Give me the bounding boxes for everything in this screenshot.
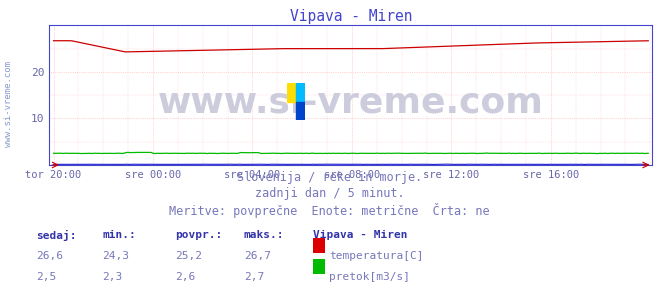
Text: 2,3: 2,3 bbox=[102, 272, 123, 282]
Text: Meritve: povprečne  Enote: metrične  Črta: ne: Meritve: povprečne Enote: metrične Črta:… bbox=[169, 203, 490, 218]
Text: Slovenija / reke in morje.: Slovenija / reke in morje. bbox=[237, 171, 422, 184]
Text: www.si-vreme.com: www.si-vreme.com bbox=[4, 61, 13, 147]
Text: 26,7: 26,7 bbox=[244, 251, 271, 261]
Bar bbox=[296, 102, 305, 120]
Text: 26,6: 26,6 bbox=[36, 251, 63, 261]
Text: 25,2: 25,2 bbox=[175, 251, 202, 261]
Text: povpr.:: povpr.: bbox=[175, 230, 222, 240]
Text: pretok[m3/s]: pretok[m3/s] bbox=[330, 272, 411, 282]
Text: maks.:: maks.: bbox=[244, 230, 284, 240]
Bar bbox=[296, 83, 305, 102]
Text: 24,3: 24,3 bbox=[102, 251, 129, 261]
Text: 2,7: 2,7 bbox=[244, 272, 264, 282]
Bar bbox=[287, 83, 296, 102]
Text: www.si-vreme.com: www.si-vreme.com bbox=[158, 85, 544, 119]
Text: 2,5: 2,5 bbox=[36, 272, 57, 282]
Text: Vipava - Miren: Vipava - Miren bbox=[313, 230, 407, 240]
Text: 2,6: 2,6 bbox=[175, 272, 195, 282]
Text: zadnji dan / 5 minut.: zadnji dan / 5 minut. bbox=[254, 187, 405, 200]
Text: sedaj:: sedaj: bbox=[36, 230, 76, 241]
Text: temperatura[C]: temperatura[C] bbox=[330, 251, 424, 261]
Title: Vipava - Miren: Vipava - Miren bbox=[290, 9, 412, 24]
Text: min.:: min.: bbox=[102, 230, 136, 240]
